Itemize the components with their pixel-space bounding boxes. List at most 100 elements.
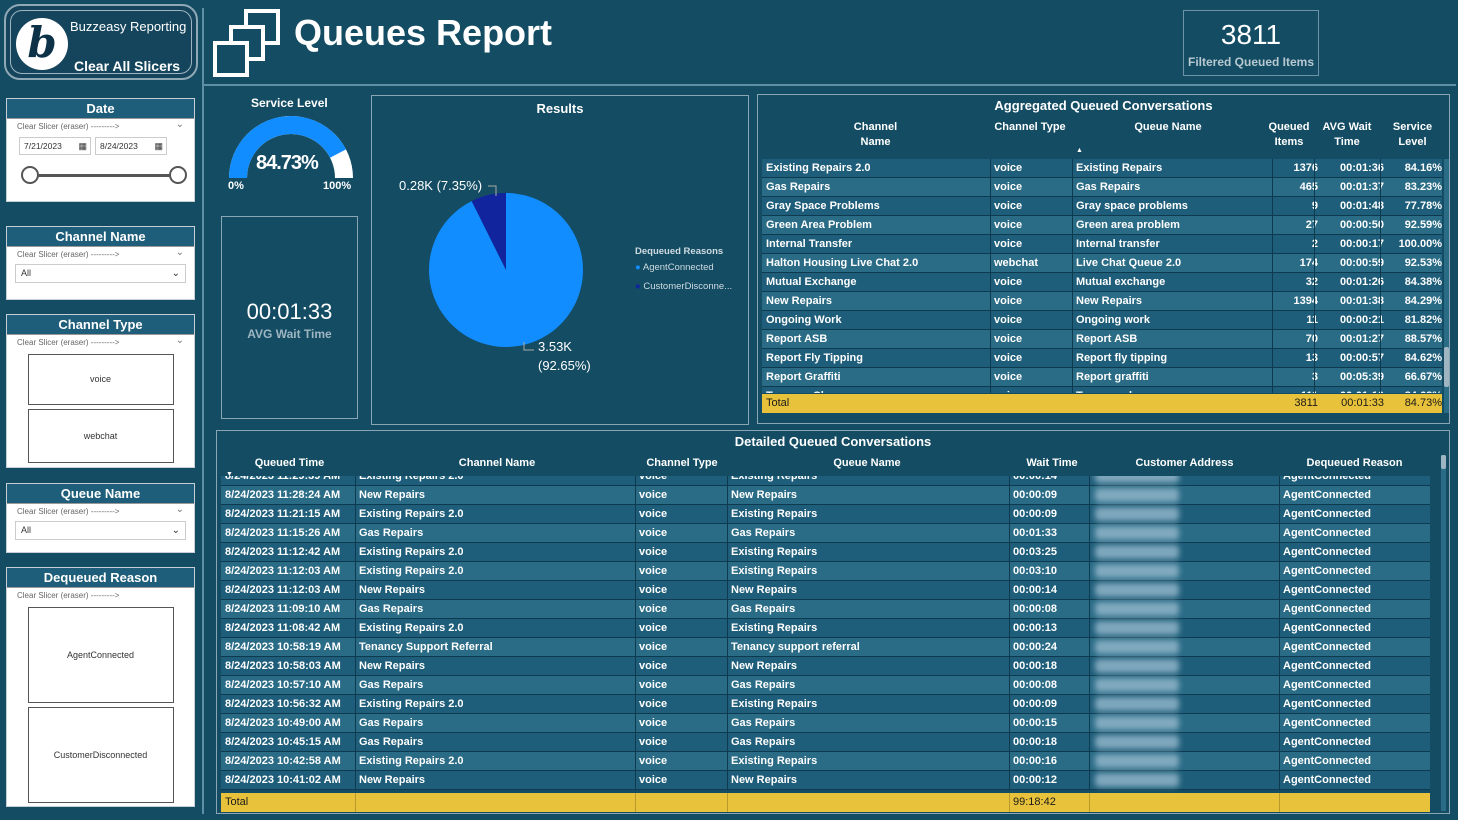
table-row[interactable]: Mutual Exchange voice Mutual exchange 32 00:…	[762, 273, 1442, 292]
cell-divider	[727, 476, 728, 486]
table-row[interactable]: 8/24/2023 10:42:58 AM Existing Repairs 2.…	[221, 752, 1430, 771]
dequeued-reason-clear-slicer[interactable]: Clear Slicer (eraser) --------->	[17, 591, 120, 600]
channel-type-option-webchat[interactable]: webchat	[27, 409, 174, 463]
dequeued-reason-option-customerdisconnected[interactable]: CustomerDisconnected	[27, 707, 174, 803]
detailed-table-scroll-content: 8/24/2023 11:29:39 AM Existing Repairs 2.…	[221, 476, 1430, 790]
table-row[interactable]: 8/24/2023 11:15:26 AM Gas Repairs voice Gas…	[221, 524, 1430, 543]
table-row[interactable]: Existing Repairs 2.0 voice Existing Repair…	[762, 159, 1442, 178]
table-row[interactable]: 8/24/2023 11:28:24 AM New Repairs voice New…	[221, 486, 1430, 505]
legend-item-customerdisconnected[interactable]: ● CustomerDisconne...	[635, 281, 733, 292]
chevron-down-icon[interactable]: ⌄	[175, 504, 184, 515]
cell-divider	[1272, 292, 1273, 311]
table-row[interactable]: 8/24/2023 10:56:32 AM Existing Repairs 2.…	[221, 695, 1430, 714]
table-row[interactable]: Internal Transfer voice Internal transfer 2…	[762, 235, 1442, 254]
table-cell: Existing Repairs 2.0	[359, 565, 464, 577]
date-end-input[interactable]: 8/24/2023 ▦	[95, 137, 167, 155]
date-clear-slicer[interactable]: Clear Slicer (eraser) ---------> ⌄	[17, 119, 184, 131]
detail-col-header[interactable]: Channel Name	[458, 457, 536, 469]
agg-col-header[interactable]: Channel Type	[994, 121, 1066, 133]
agg-col-header[interactable]: AVG Wait Time	[1322, 121, 1372, 148]
table-row[interactable]: Gray Space Problems voice Gray space probl…	[762, 197, 1442, 216]
agg-col-header[interactable]: Service Level	[1392, 121, 1433, 148]
calendar-icon[interactable]: ▦	[154, 141, 163, 151]
table-row[interactable]: Tenancy Change voice Tenancy change 11100:0…	[762, 387, 1442, 393]
detail-col-header[interactable]: Channel Type	[646, 457, 718, 469]
clear-all-slicers-button[interactable]: b Buzzeasy Reporting Clear All Slicers	[4, 4, 198, 80]
table-row[interactable]: New Repairs voice New Repairs 1394 00:01:38 8…	[762, 292, 1442, 311]
cell-divider	[990, 311, 991, 330]
table-row[interactable]: Halton Housing Live Chat 2.0 webchat Live …	[762, 254, 1442, 273]
table-row[interactable]: 8/24/2023 10:58:19 AM Tenancy Support Ref…	[221, 638, 1430, 657]
detail-col-header[interactable]: Wait Time	[1026, 457, 1078, 469]
table-row[interactable]: 8/24/2023 11:21:15 AM Existing Repairs 2.…	[221, 505, 1430, 524]
calendar-icon[interactable]: ▦	[78, 141, 87, 151]
agg-col-header[interactable]: Channel Name	[853, 121, 898, 148]
table-row[interactable]: Gas Repairs voice Gas Repairs 465 00:01:37 83…	[762, 178, 1442, 197]
cell-divider	[727, 752, 728, 771]
table-row[interactable]: 8/24/2023 11:29:39 AM Existing Repairs 2.…	[221, 476, 1430, 486]
table-cell: 174	[1299, 257, 1318, 269]
table-cell: voice	[994, 371, 1023, 383]
pie-slice-customerdisconnected[interactable]	[471, 193, 506, 270]
detailed-table-scrollbar[interactable]	[1441, 455, 1446, 811]
detail-col-header[interactable]: Customer Address	[1135, 457, 1234, 469]
table-row[interactable]: Ongoing Work voice Ongoing work 11 00:00:21 8…	[762, 311, 1442, 330]
sort-desc-icon[interactable]: ▼	[226, 471, 233, 478]
buzzeasy-logo-icon: b	[16, 18, 68, 70]
queue-name-dropdown[interactable]: All ⌄	[15, 521, 186, 540]
channel-name-clear-slicer[interactable]: Clear Slicer (eraser) ---------> ⌄	[17, 247, 184, 259]
table-cell: 84.38%	[1404, 276, 1442, 288]
cell-divider	[1072, 292, 1073, 311]
chevron-down-icon[interactable]: ⌄	[175, 335, 184, 346]
table-row[interactable]: Report Graffiti voice Report graffiti 3 00:0…	[762, 368, 1442, 387]
agg-col-header[interactable]: Queue Name	[1134, 121, 1202, 133]
cell-divider	[635, 752, 636, 771]
date-range-start-handle[interactable]	[21, 166, 39, 184]
gauge-min-label: 0%	[228, 180, 244, 192]
table-row[interactable]: Green Area Problem voice Green area proble…	[762, 216, 1442, 235]
detail-col-header[interactable]: Dequeued Reason	[1306, 457, 1403, 469]
table-row[interactable]: 8/24/2023 10:45:15 AM Gas Repairs voice Gas…	[221, 733, 1430, 752]
channel-type-option-voice[interactable]: voice	[27, 354, 174, 405]
channel-name-dropdown[interactable]: All ⌄	[15, 264, 186, 283]
table-row[interactable]: 8/24/2023 11:12:42 AM Existing Repairs 2.…	[221, 543, 1430, 562]
cell-divider	[635, 524, 636, 543]
date-start-input[interactable]: 7/21/2023 ▦	[19, 137, 91, 155]
table-row[interactable]: Report ASB voice Report ASB 70 00:01:27 88.57…	[762, 330, 1442, 349]
table-cell: voice	[639, 622, 668, 634]
cell-divider	[1072, 330, 1073, 349]
detail-col-header[interactable]: Queue Name	[833, 457, 901, 469]
date-range-end-handle[interactable]	[169, 166, 187, 184]
agg-col-header[interactable]: Queued Items	[1268, 121, 1310, 148]
table-row[interactable]: 8/24/2023 11:09:10 AM Gas Repairs voice Gas…	[221, 600, 1430, 619]
chevron-down-icon[interactable]: ⌄	[175, 119, 184, 130]
cell-divider	[1314, 368, 1315, 387]
sort-asc-icon[interactable]: ▲	[1076, 147, 1083, 154]
aggregated-table-scrollbar[interactable]	[1444, 159, 1449, 413]
table-row[interactable]: 8/24/2023 11:08:42 AM Existing Repairs 2.…	[221, 619, 1430, 638]
table-row[interactable]: 8/24/2023 10:49:00 AM Gas Repairs voice Gas…	[221, 714, 1430, 733]
date-slicer-title: Date	[7, 99, 194, 119]
chevron-down-icon[interactable]: ⌄	[175, 247, 184, 258]
table-cell: 8/24/2023 11:29:39 AM	[225, 476, 341, 482]
queue-name-clear-slicer[interactable]: Clear Slicer (eraser) ---------> ⌄	[17, 504, 184, 516]
table-cell: 84.62%	[1404, 352, 1442, 364]
cell-divider	[727, 714, 728, 733]
channel-type-clear-slicer[interactable]: Clear Slicer (eraser) ---------> ⌄	[17, 335, 184, 347]
table-cell: AgentConnected	[1283, 736, 1371, 748]
table-row[interactable]: 8/24/2023 10:58:03 AM New Repairs voice New…	[221, 657, 1430, 676]
table-row[interactable]: 8/24/2023 11:12:03 AM Existing Repairs 2.…	[221, 562, 1430, 581]
table-row[interactable]: 8/24/2023 11:12:03 AM New Repairs voice New…	[221, 581, 1430, 600]
dequeued-reason-option-agentconnected[interactable]: AgentConnected	[27, 607, 174, 703]
table-cell: New Repairs	[359, 774, 426, 786]
table-cell: AgentConnected	[1283, 641, 1371, 653]
table-row[interactable]: Report Fly Tipping voice Report fly tippin…	[762, 349, 1442, 368]
table-cell: voice	[639, 755, 668, 767]
legend-item-agentconnected[interactable]: ● AgentConnected	[635, 262, 714, 273]
table-row[interactable]: 8/24/2023 10:57:10 AM Gas Repairs voice Gas…	[221, 676, 1430, 695]
table-cell: Report ASB	[1076, 333, 1138, 345]
table-cell: Mutual exchange	[1076, 276, 1166, 288]
detail-col-header[interactable]: Queued Time	[254, 457, 325, 469]
table-row[interactable]: 8/24/2023 10:41:02 AM New Repairs voice New…	[221, 771, 1430, 790]
page-title: Queues Report	[294, 12, 553, 53]
